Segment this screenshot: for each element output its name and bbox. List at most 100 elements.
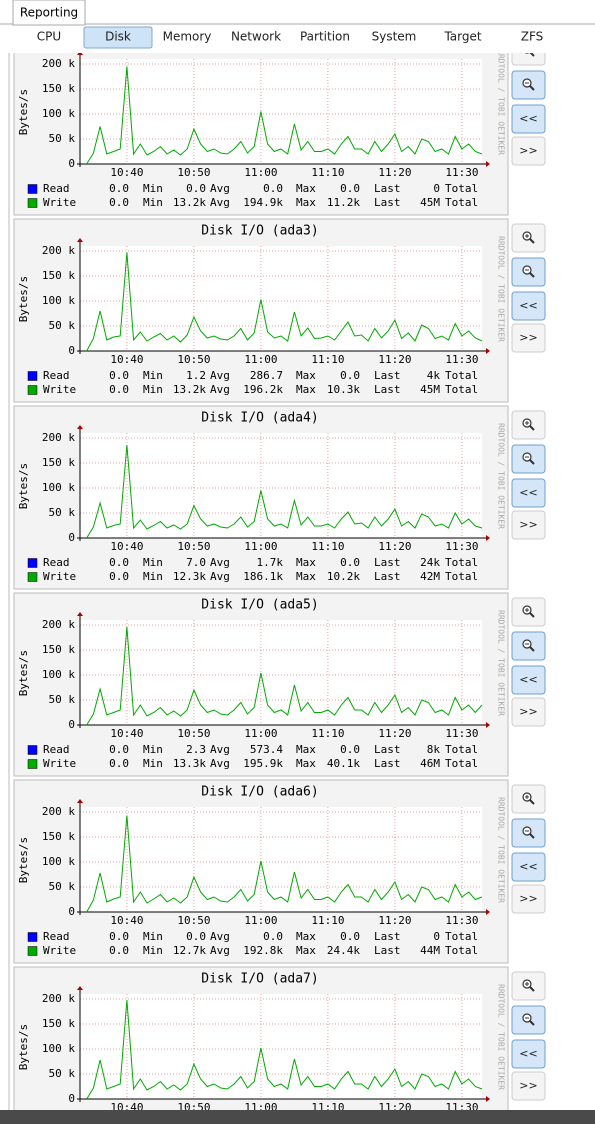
graph-button-label[interactable]: >>: [519, 144, 537, 157]
legend-stat-name: Total: [445, 196, 478, 209]
legend-name: Write: [43, 570, 76, 583]
tab-label[interactable]: System: [372, 30, 417, 44]
graph-list: Bytes/s RRDTOOL / TOBI OETIKER 0 50 k 100 k 1…: [13, 37, 546, 1114]
legend-stat-name: Total: [445, 930, 478, 943]
graph-button[interactable]: [511, 1071, 546, 1101]
magnifier-handle[interactable]: [529, 52, 535, 57]
plot-area: [80, 994, 482, 1099]
tab-label[interactable]: Network: [231, 30, 281, 44]
graph-button-label[interactable]: <<: [519, 860, 537, 873]
magnifier-handle[interactable]: [529, 612, 535, 618]
y-axis-label: Bytes/s: [17, 650, 30, 696]
legend-name: Read: [43, 182, 70, 195]
x-axis-arrow: [486, 1096, 490, 1102]
tab-label[interactable]: ZFS: [521, 30, 544, 44]
graph-button[interactable]: [511, 665, 546, 695]
magnifier-handle[interactable]: [529, 425, 535, 431]
legend-stat-name: Last: [374, 196, 401, 209]
x-tick-label: 10:40: [110, 1101, 143, 1114]
x-axis-arrow: [486, 161, 490, 167]
y-tick-label: 150 k: [42, 456, 75, 469]
y-tick-label: 100 k: [42, 107, 75, 120]
magnifier-handle[interactable]: [529, 986, 535, 992]
graph-button[interactable]: [511, 136, 546, 166]
tab-label[interactable]: Disk: [105, 30, 131, 44]
graph-button-label[interactable]: <<: [519, 299, 537, 312]
legend-value: 24k: [420, 556, 440, 569]
tab-label[interactable]: CPU: [37, 30, 61, 44]
graph-button[interactable]: [511, 1039, 546, 1069]
x-tick-label: 10:50: [177, 353, 210, 366]
legend-stat-name: Min: [143, 383, 163, 396]
graph-panel: Disk I/O (ada6) Bytes/s RRDTOOL / TOBI OET…: [13, 779, 546, 964]
x-tick-label: 11:20: [378, 1101, 411, 1114]
y-tick-label: 100 k: [42, 481, 75, 494]
x-tick-label: 10:40: [110, 353, 143, 366]
legend-value: 0.0: [263, 930, 283, 943]
magnifier-handle[interactable]: [529, 799, 535, 805]
legend-stat-name: Avg: [210, 383, 230, 396]
bottom-bar: [0, 1110, 595, 1124]
legend-stat-name: Total: [445, 182, 478, 195]
legend-value: 10.2k: [327, 570, 360, 583]
legend-swatch: [27, 932, 38, 942]
magnifier-handle[interactable]: [529, 1020, 535, 1026]
legend-value: 0.0: [109, 757, 129, 770]
top-tab[interactable]: [12, 0, 86, 26]
graph-button[interactable]: [511, 697, 546, 727]
graph-button[interactable]: [511, 510, 546, 540]
y-axis-label: Bytes/s: [17, 89, 30, 135]
x-tick-label: 10:50: [177, 727, 210, 740]
tab-label[interactable]: Target: [443, 30, 481, 44]
legend-value: 286.7: [250, 369, 283, 382]
graph-button[interactable]: [511, 852, 546, 882]
legend-stat-name: Min: [143, 556, 163, 569]
x-tick-label: 11:30: [445, 166, 478, 179]
graph-button-label[interactable]: >>: [519, 1079, 537, 1092]
magnifier-handle[interactable]: [529, 833, 535, 839]
legend-stat-name: Max: [296, 570, 316, 583]
plot-area: [80, 433, 482, 538]
graph-button-label[interactable]: <<: [519, 486, 537, 499]
magnifier-handle[interactable]: [529, 272, 535, 278]
graph-button[interactable]: [511, 37, 546, 66]
legend-stat-name: Avg: [210, 182, 230, 195]
legend-stat-name: Last: [374, 556, 401, 569]
graph-button[interactable]: [511, 323, 546, 353]
x-tick-label: 11:00: [244, 353, 277, 366]
tab-label[interactable]: Memory: [163, 30, 212, 44]
legend-value: 1.2: [186, 369, 206, 382]
magnifier-handle[interactable]: [529, 646, 535, 652]
graph-button-label[interactable]: <<: [519, 112, 537, 125]
graph-button-label[interactable]: <<: [519, 673, 537, 686]
magnifier-handle[interactable]: [529, 459, 535, 465]
tab-label[interactable]: Partition: [300, 30, 350, 44]
graph-button-label[interactable]: >>: [519, 518, 537, 531]
y-axis-arrow: [77, 986, 83, 990]
graph-button-label[interactable]: >>: [519, 892, 537, 905]
magnifier-handle[interactable]: [529, 238, 535, 244]
credit: RRDTOOL / TOBI OETIKER: [497, 49, 506, 155]
graph-button[interactable]: [511, 884, 546, 914]
legend-stat-name: Avg: [210, 556, 230, 569]
top-tab-label[interactable]: Reporting: [20, 6, 78, 20]
write-line: [86, 66, 483, 165]
legend-stat-name: Last: [374, 944, 401, 957]
magnifier-handle[interactable]: [529, 85, 535, 91]
graph-button-label[interactable]: <<: [519, 1047, 537, 1060]
graph-button[interactable]: [511, 291, 546, 321]
legend-name: Write: [43, 383, 76, 396]
legend-value: 186.1k: [243, 570, 283, 583]
graph-button-label[interactable]: >>: [519, 705, 537, 718]
x-axis-arrow: [486, 909, 490, 915]
legend-stat-name: Avg: [210, 743, 230, 756]
tab-selected[interactable]: [83, 26, 153, 49]
graph-button-label[interactable]: >>: [519, 331, 537, 344]
legend-stat-name: Last: [374, 757, 401, 770]
legend-swatch: [27, 946, 38, 956]
graph-button[interactable]: [511, 478, 546, 508]
graph-button[interactable]: [511, 104, 546, 134]
legend-stat-name: Last: [374, 570, 401, 583]
plot-area: [80, 59, 482, 164]
